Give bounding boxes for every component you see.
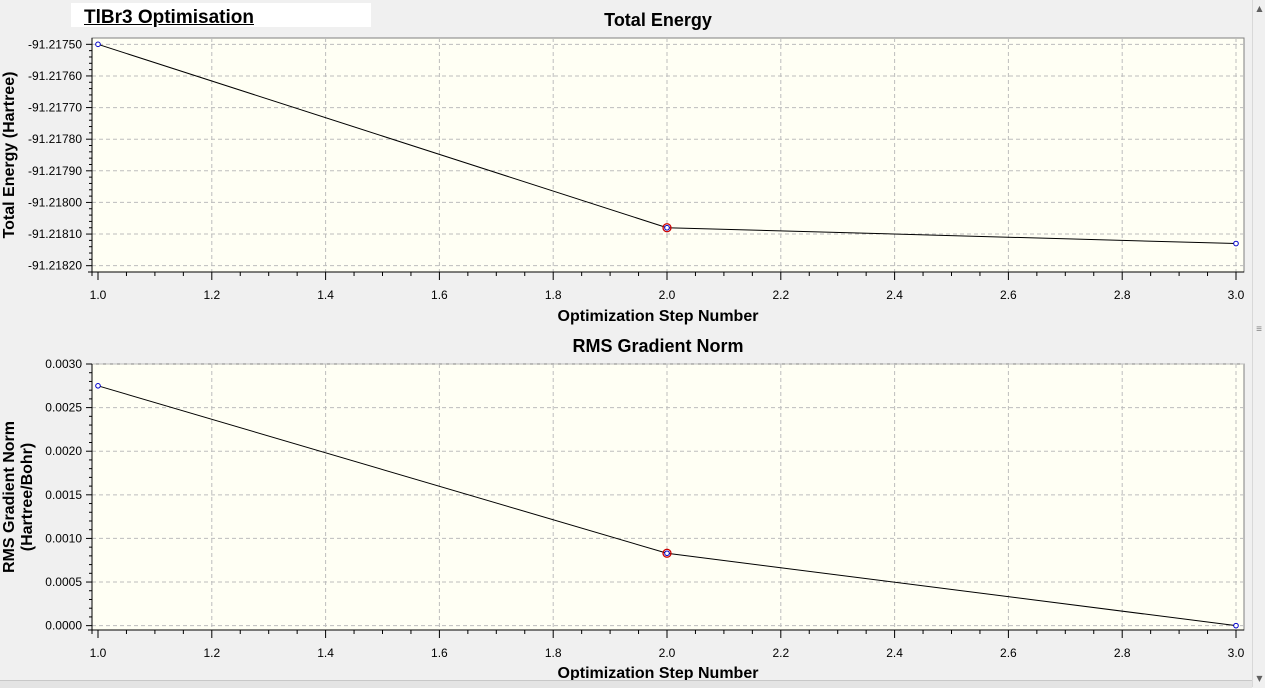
y-tick-label: 0.0015 bbox=[45, 488, 82, 502]
x-tick-label: 1.8 bbox=[545, 646, 562, 660]
x-tick-label: 1.2 bbox=[203, 288, 220, 302]
x-tick-label: 2.4 bbox=[886, 288, 903, 302]
note-box[interactable]: TlBr3 Optimisation bbox=[71, 3, 371, 27]
highlighted-point-marker bbox=[662, 223, 672, 233]
chart-title: RMS Gradient Norm bbox=[572, 336, 743, 356]
y-tick-label: 0.0030 bbox=[45, 357, 82, 371]
x-tick-label: 2.6 bbox=[1000, 646, 1017, 660]
scroll-down-icon[interactable]: ▼ bbox=[1256, 674, 1263, 683]
y-tick-label: -91.21790 bbox=[28, 164, 82, 178]
note-text: TlBr3 Optimisation bbox=[84, 7, 254, 28]
scroll-grip-icon[interactable]: ≡ bbox=[1256, 324, 1262, 335]
y-tick-label: -91.21750 bbox=[28, 37, 82, 51]
data-point bbox=[664, 224, 670, 231]
x-tick-label: 1.6 bbox=[431, 646, 448, 660]
data-point bbox=[95, 383, 101, 389]
x-tick-label: 2.4 bbox=[886, 646, 903, 660]
y-tick-label: 0.0010 bbox=[45, 531, 82, 545]
y-tick-label: 0.0025 bbox=[45, 401, 82, 415]
data-point bbox=[664, 550, 670, 557]
x-tick-label: 3.0 bbox=[1228, 288, 1245, 302]
x-tick-label: 2.0 bbox=[659, 288, 676, 302]
y-tick-label: 0.0005 bbox=[45, 575, 82, 589]
y-tick-label: -91.21770 bbox=[28, 101, 82, 115]
y-tick-label: -91.21800 bbox=[28, 195, 82, 209]
y-axis-label: (Hartree/Bohr) bbox=[19, 443, 36, 551]
x-tick-label: 2.2 bbox=[772, 646, 789, 660]
highlighted-point-marker bbox=[662, 548, 672, 558]
x-tick-label: 1.4 bbox=[317, 288, 334, 302]
chart-energy: 1.0 1.2 1.4 1.6 1.8 2.0 2.2 2.4 2.6 2.8 3.0 -91.217… bbox=[1, 10, 1245, 325]
data-point bbox=[1233, 240, 1239, 247]
data-point bbox=[1233, 622, 1239, 629]
plot-area-energy bbox=[91, 37, 1245, 273]
plot-area-gradient bbox=[91, 363, 1245, 631]
vertical-scrollbar[interactable]: ▲ ≡ ▼ bbox=[1252, 0, 1265, 687]
x-tick-label: 1.0 bbox=[90, 288, 107, 302]
x-tick-label: 2.2 bbox=[772, 288, 789, 302]
x-tick-label: 2.8 bbox=[1114, 646, 1131, 660]
data-point bbox=[95, 41, 101, 48]
x-tick-label: 1.8 bbox=[545, 288, 562, 302]
y-tick-label: 0.0020 bbox=[45, 444, 82, 458]
x-tick-label: 2.6 bbox=[1000, 288, 1017, 302]
y-tick-label: -91.21820 bbox=[28, 259, 82, 273]
y-tick-label: 0.0000 bbox=[45, 619, 82, 633]
x-tick-label: 3.0 bbox=[1228, 646, 1245, 660]
x-tick-label: 1.4 bbox=[317, 646, 334, 660]
scroll-up-icon[interactable]: ▲ bbox=[1256, 4, 1263, 13]
y-tick-label: -91.21760 bbox=[28, 69, 82, 83]
y-axis-label: Total Energy (Hartree) bbox=[1, 72, 18, 239]
x-axis-label: Optimization Step Number bbox=[558, 308, 759, 325]
x-tick-label: 2.8 bbox=[1114, 288, 1131, 302]
bottom-edge bbox=[0, 680, 1252, 688]
chart-title: Total Energy bbox=[604, 10, 712, 30]
x-tick-label: 1.6 bbox=[431, 288, 448, 302]
x-tick-label: 1.2 bbox=[203, 646, 220, 660]
x-tick-label: 1.0 bbox=[90, 646, 107, 660]
y-tick-label: -91.21810 bbox=[28, 227, 82, 241]
chart-gradient: 1.0 1.2 1.4 1.6 1.8 2.0 2.2 2.4 2.6 2.8 3.0 0.0000 0… bbox=[1, 336, 1245, 682]
x-tick-label: 2.0 bbox=[659, 646, 676, 660]
x-axis-label: Optimization Step Number bbox=[558, 665, 759, 682]
y-axis-label: RMS Gradient Norm bbox=[1, 421, 18, 573]
y-tick-label: -91.21780 bbox=[28, 132, 82, 146]
